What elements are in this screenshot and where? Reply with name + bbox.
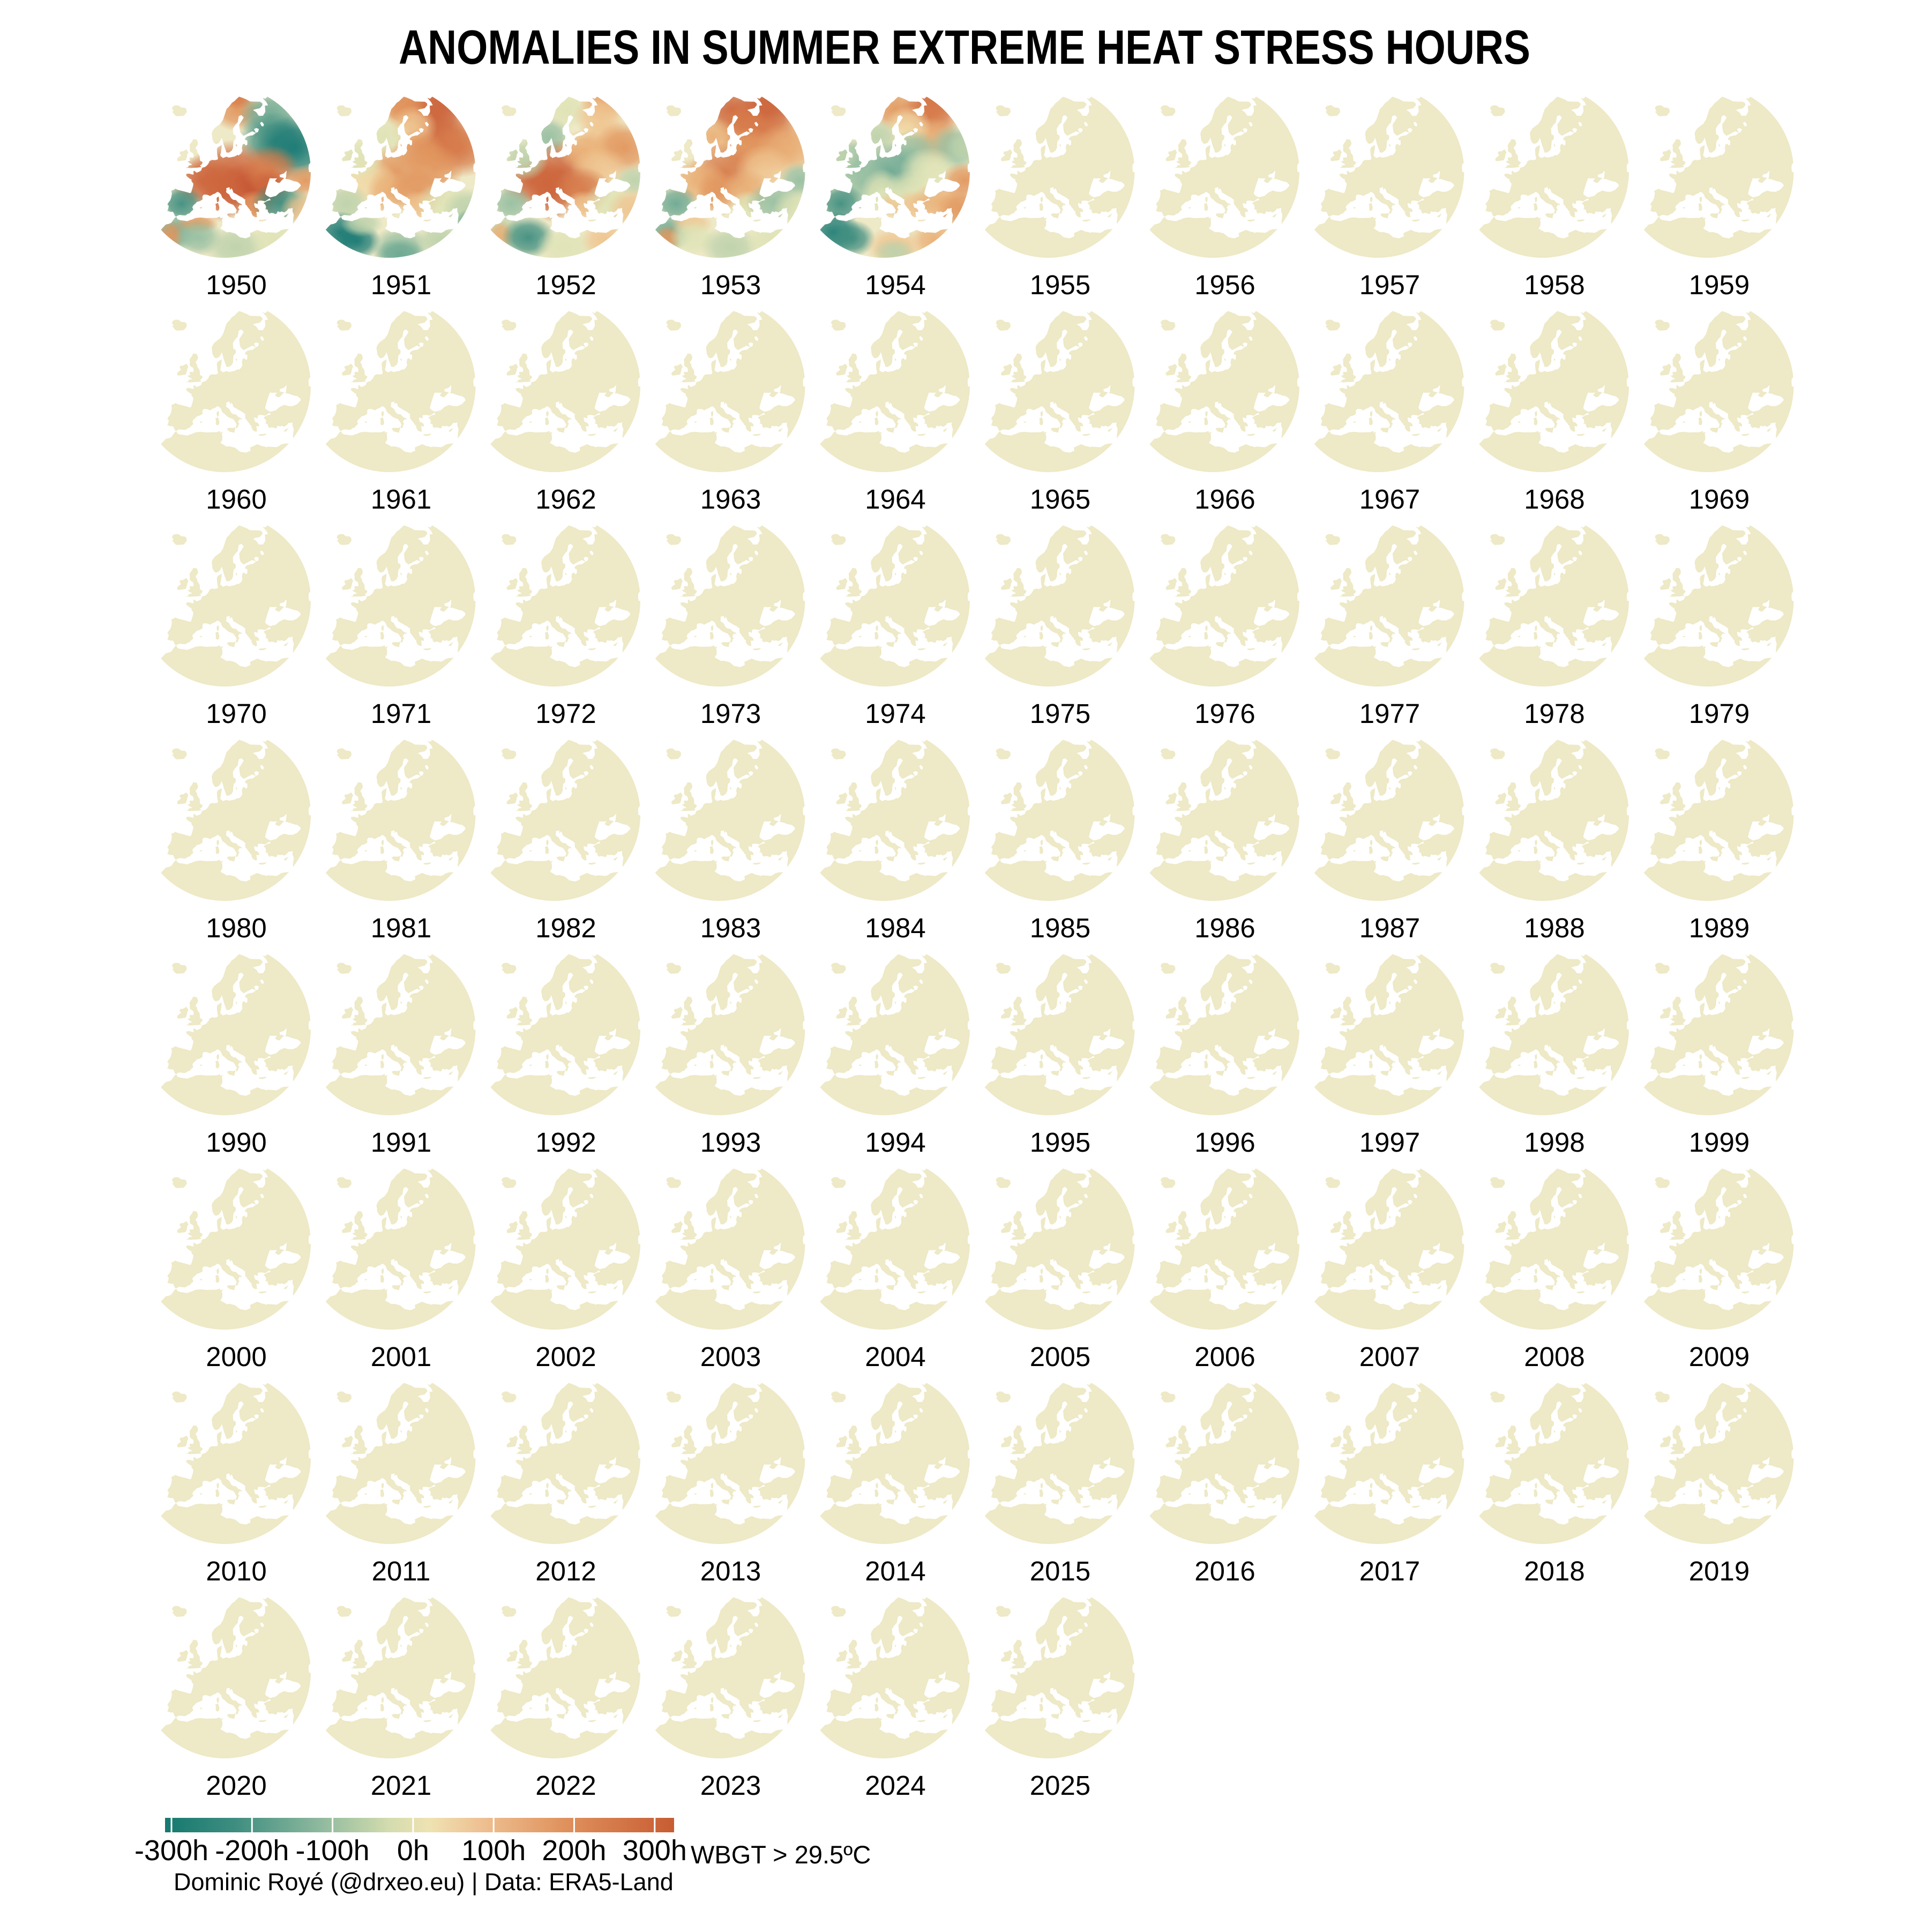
svg-text:100h: 100h (461, 1834, 526, 1867)
svg-text:1991: 1991 (371, 1127, 431, 1158)
svg-text:2010: 2010 (206, 1556, 266, 1586)
svg-text:1977: 1977 (1359, 698, 1420, 729)
svg-text:1998: 1998 (1524, 1127, 1584, 1158)
svg-text:2014: 2014 (865, 1556, 925, 1586)
svg-text:2007: 2007 (1359, 1341, 1420, 1372)
svg-text:2019: 2019 (1689, 1556, 1749, 1586)
svg-text:2016: 2016 (1194, 1556, 1255, 1586)
svg-text:2023: 2023 (700, 1770, 761, 1801)
svg-text:1975: 1975 (1030, 698, 1090, 729)
svg-text:2009: 2009 (1689, 1341, 1749, 1372)
svg-text:1994: 1994 (865, 1127, 925, 1158)
svg-text:1983: 1983 (700, 913, 761, 943)
svg-text:1954: 1954 (865, 270, 925, 300)
svg-text:2000: 2000 (206, 1341, 266, 1372)
svg-text:1987: 1987 (1359, 913, 1420, 943)
svg-text:1993: 1993 (700, 1127, 761, 1158)
svg-text:1984: 1984 (865, 913, 925, 943)
svg-text:1996: 1996 (1194, 1127, 1255, 1158)
svg-text:1976: 1976 (1194, 698, 1255, 729)
svg-text:1966: 1966 (1194, 484, 1255, 514)
svg-text:2025: 2025 (1030, 1770, 1090, 1801)
svg-text:WBGT > 29.5ºC: WBGT > 29.5ºC (691, 1840, 871, 1869)
svg-text:1965: 1965 (1030, 484, 1090, 514)
svg-text:1974: 1974 (865, 698, 925, 729)
svg-text:ANOMALIES IN SUMMER EXTREME HE: ANOMALIES IN SUMMER EXTREME HEAT STRESS … (399, 21, 1530, 74)
svg-text:1967: 1967 (1359, 484, 1420, 514)
svg-text:2021: 2021 (371, 1770, 431, 1801)
svg-text:1956: 1956 (1194, 270, 1255, 300)
svg-text:1985: 1985 (1030, 913, 1090, 943)
svg-text:2004: 2004 (865, 1341, 925, 1372)
svg-text:2012: 2012 (535, 1556, 596, 1586)
svg-text:1973: 1973 (700, 698, 761, 729)
svg-text:1950: 1950 (206, 270, 266, 300)
svg-text:2011: 2011 (372, 1556, 431, 1586)
svg-text:2005: 2005 (1030, 1341, 1090, 1372)
svg-text:2020: 2020 (206, 1770, 266, 1801)
svg-text:1970: 1970 (206, 698, 266, 729)
svg-text:-300h: -300h (134, 1834, 208, 1867)
svg-text:1982: 1982 (535, 913, 596, 943)
svg-text:2001: 2001 (371, 1341, 431, 1372)
svg-text:1969: 1969 (1689, 484, 1749, 514)
svg-text:2003: 2003 (700, 1341, 761, 1372)
svg-text:1999: 1999 (1689, 1127, 1749, 1158)
svg-text:1951: 1951 (371, 270, 431, 300)
svg-text:2018: 2018 (1524, 1556, 1584, 1586)
svg-text:1958: 1958 (1524, 270, 1584, 300)
svg-text:1963: 1963 (700, 484, 761, 514)
svg-text:1990: 1990 (206, 1127, 266, 1158)
svg-text:1961: 1961 (371, 484, 431, 514)
svg-text:300h: 300h (623, 1834, 687, 1867)
svg-text:2013: 2013 (700, 1556, 761, 1586)
svg-text:1972: 1972 (535, 698, 596, 729)
svg-text:1960: 1960 (206, 484, 266, 514)
svg-text:1964: 1964 (865, 484, 925, 514)
svg-text:1957: 1957 (1359, 270, 1420, 300)
svg-text:1986: 1986 (1194, 913, 1255, 943)
svg-text:200h: 200h (542, 1834, 606, 1867)
svg-text:2008: 2008 (1524, 1341, 1584, 1372)
svg-text:2017: 2017 (1359, 1556, 1420, 1586)
svg-text:2022: 2022 (535, 1770, 596, 1801)
svg-text:1959: 1959 (1689, 270, 1749, 300)
svg-text:1997: 1997 (1359, 1127, 1420, 1158)
svg-text:1968: 1968 (1524, 484, 1584, 514)
svg-text:-200h: -200h (215, 1834, 289, 1867)
svg-text:1953: 1953 (700, 270, 761, 300)
svg-text:1971: 1971 (371, 698, 431, 729)
svg-text:2015: 2015 (1030, 1556, 1090, 1586)
svg-text:1978: 1978 (1524, 698, 1584, 729)
svg-text:Dominic Royé (@drxeo.eu) | Dat: Dominic Royé (@drxeo.eu) | Data: ERA5-La… (174, 1868, 674, 1896)
svg-text:1952: 1952 (535, 270, 596, 300)
svg-text:1992: 1992 (535, 1127, 596, 1158)
svg-text:2002: 2002 (535, 1341, 596, 1372)
svg-text:1962: 1962 (535, 484, 596, 514)
svg-text:1979: 1979 (1689, 698, 1749, 729)
svg-text:1989: 1989 (1689, 913, 1749, 943)
svg-text:1995: 1995 (1030, 1127, 1090, 1158)
svg-text:1980: 1980 (206, 913, 266, 943)
svg-text:1981: 1981 (371, 913, 431, 943)
svg-text:2024: 2024 (865, 1770, 925, 1801)
svg-text:1988: 1988 (1524, 913, 1584, 943)
svg-text:1955: 1955 (1030, 270, 1090, 300)
svg-text:-100h: -100h (296, 1834, 370, 1867)
svg-text:0h: 0h (397, 1834, 429, 1867)
svg-text:2006: 2006 (1194, 1341, 1255, 1372)
